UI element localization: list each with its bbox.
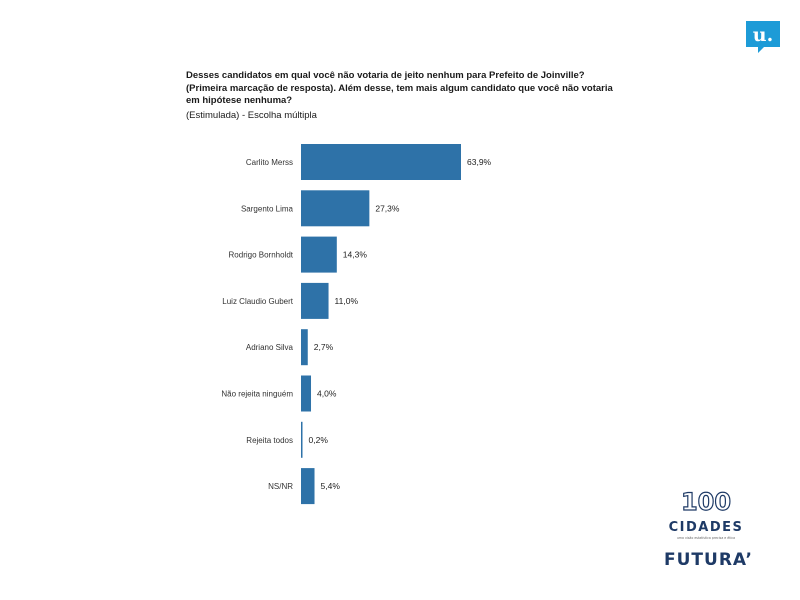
futura-logo: FUTURA’ xyxy=(664,550,753,570)
value-label: 27,3% xyxy=(375,203,400,213)
bar xyxy=(301,190,370,227)
category-label: Não rejeita ninguém xyxy=(221,390,293,399)
u-logo-icon: u. xyxy=(746,21,780,53)
bar xyxy=(301,468,315,505)
logo-tagline: uma visão estatística precisa e ética xyxy=(677,536,735,540)
category-label: Rodrigo Bornholdt xyxy=(229,251,294,260)
value-label: 4,0% xyxy=(317,389,337,399)
u-logo-letter: u. xyxy=(753,24,773,46)
logo-100-number: 100 xyxy=(681,488,731,516)
chart-title-block: Desses candidatos em qual você não votar… xyxy=(186,70,616,122)
bar xyxy=(301,282,329,319)
value-label: 11,0% xyxy=(335,296,359,306)
bar xyxy=(301,375,312,412)
value-label: 5,4% xyxy=(321,481,341,491)
category-label: Sargento Lima xyxy=(241,204,294,213)
bar xyxy=(301,144,461,180)
logo-cidades-word: CIDADES xyxy=(669,520,744,535)
value-label: 63,9% xyxy=(467,157,492,167)
category-label: Carlito Merss xyxy=(246,158,293,167)
bar xyxy=(301,236,337,273)
value-label: 2,7% xyxy=(314,342,334,352)
value-label: 0,2% xyxy=(309,435,329,445)
category-label: Adriano Silva xyxy=(246,343,294,352)
value-label: 14,3% xyxy=(343,250,368,260)
bar xyxy=(301,421,303,458)
category-label: Rejeita todos xyxy=(246,436,293,445)
category-label: Luiz Claudio Gubert xyxy=(222,297,293,306)
100-cidades-logo: 100 CIDADES uma visão estatística precis… xyxy=(669,488,744,540)
bar xyxy=(301,329,308,366)
category-label: NS/NR xyxy=(268,482,293,491)
chart-title: Desses candidatos em qual você não votar… xyxy=(186,70,613,106)
chart-subtitle: (Estimulada) - Escolha múltipla xyxy=(186,109,317,121)
